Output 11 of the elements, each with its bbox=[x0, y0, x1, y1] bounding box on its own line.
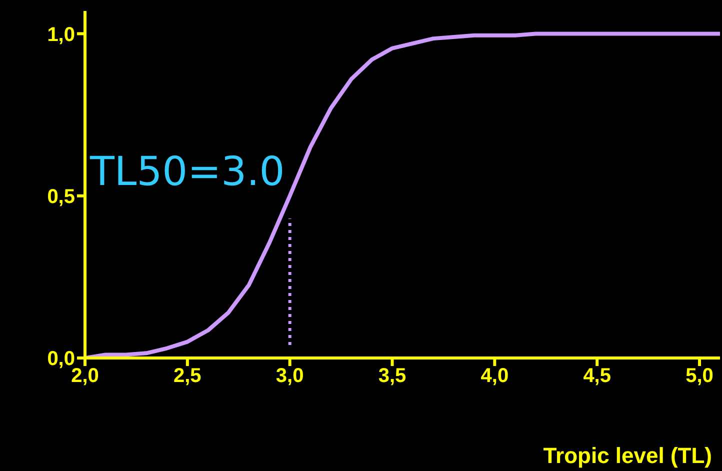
x-tick-label: 2,0 bbox=[71, 365, 99, 388]
annotation: TL50=3.0 bbox=[90, 149, 285, 195]
x-tick-label: 4,5 bbox=[583, 365, 612, 388]
x-tick-label: 4,0 bbox=[480, 365, 509, 388]
y-tick-label: 0,5 bbox=[47, 186, 75, 208]
x-axis-title: Tropic level (TL) bbox=[543, 443, 712, 468]
x-tick-label: 5,0 bbox=[686, 365, 714, 388]
y-tick-label: 1,0 bbox=[47, 24, 75, 46]
x-tick-label: 2,5 bbox=[174, 365, 202, 388]
x-tick-label: 3,0 bbox=[276, 365, 304, 388]
x-tick-label: 3,5 bbox=[378, 365, 406, 388]
